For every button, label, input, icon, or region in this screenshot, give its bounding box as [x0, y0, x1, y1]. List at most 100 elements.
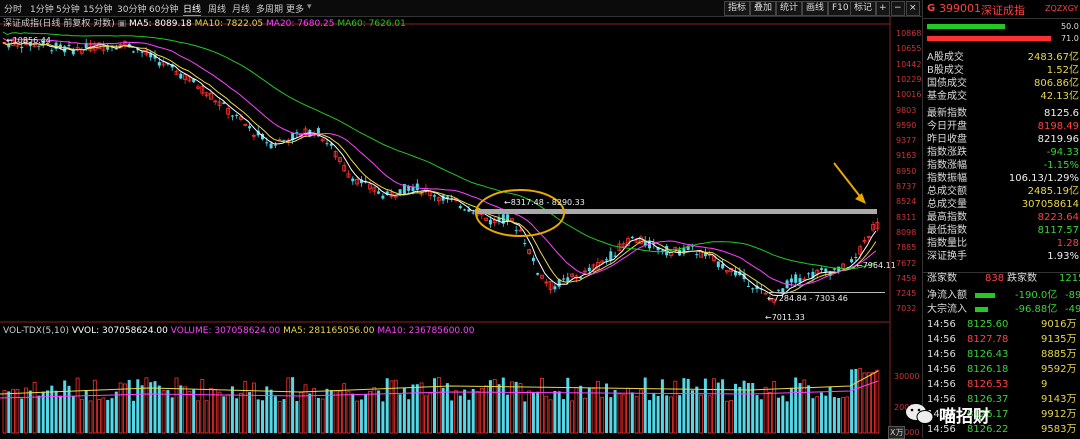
stat-value: -94.33	[1046, 147, 1079, 158]
tab-timeframe-60min[interactable]: 60分钟	[149, 5, 179, 15]
tick-row[interactable]: 14:56 8126.18 9592万	[923, 363, 1080, 376]
candle-body	[725, 270, 729, 273]
candle-body	[273, 144, 277, 146]
volume-unit-badge: X万	[888, 426, 906, 439]
tick-row[interactable]: 14:56 8127.78 9135万	[923, 333, 1080, 346]
statistics-button[interactable]: 统计	[776, 1, 803, 16]
candle-body	[858, 246, 863, 255]
mark-button[interactable]: 标记	[850, 1, 877, 16]
volume-bar	[433, 378, 436, 433]
volume-bar	[450, 400, 454, 433]
index-stat-row: 最低指数 8117.57	[923, 225, 1080, 237]
candle-body	[866, 236, 871, 238]
close-icon[interactable]: ×	[906, 1, 920, 16]
volume-bar	[583, 397, 587, 434]
indicator-button[interactable]: 指标	[724, 1, 751, 16]
volume-bar	[738, 386, 742, 433]
zoom-out-icon[interactable]: −	[891, 1, 905, 16]
candle-body	[850, 259, 854, 263]
volume-bar	[325, 388, 329, 433]
candle-body	[204, 92, 209, 97]
volume-bar	[402, 387, 406, 433]
candle-body	[174, 70, 179, 75]
volume-bar	[192, 389, 196, 433]
tick-price: 8126.22	[967, 424, 1009, 435]
f10-button[interactable]: F10	[828, 1, 853, 16]
tick-row[interactable]: 14:56 8126.43 8885万	[923, 348, 1080, 361]
volume-bar	[20, 398, 24, 433]
zoom-in-icon[interactable]: +	[876, 1, 890, 16]
volume-bar	[488, 380, 492, 433]
volume-bar	[170, 397, 174, 433]
tick-row[interactable]: 14:56 8125.60 9016万	[923, 318, 1080, 331]
tab-timeframe-30min[interactable]: 30分钟	[117, 5, 147, 15]
price-tick: 7672	[896, 258, 917, 268]
tab-timeframe-daily[interactable]: 日线	[183, 2, 202, 16]
index-stat-row: 指数涨跌 -94.33	[923, 147, 1080, 159]
tick-row[interactable]: 14:56 8126.17 9912万	[923, 408, 1080, 421]
tab-timeframe-15min[interactable]: 15分钟	[83, 5, 113, 15]
volume-bar	[643, 377, 647, 433]
draw-line-button[interactable]: 画线	[802, 1, 829, 16]
candle-body	[295, 132, 299, 134]
ratio-value-2: 71.0	[1061, 34, 1079, 43]
candle-body	[114, 47, 118, 50]
tab-timeframe-1min[interactable]: 1分钟	[30, 5, 54, 15]
volume-bar	[381, 401, 385, 433]
volume-bar	[174, 377, 179, 434]
volume-bar	[2, 390, 7, 434]
volume-bar	[802, 379, 807, 434]
price-tick: 7032	[896, 304, 917, 314]
tick-row[interactable]: 14:56 8126.53 9	[923, 378, 1080, 391]
candle-body	[248, 126, 252, 129]
stat-value: 106.13/1.29%	[1008, 173, 1079, 184]
volume-bar	[222, 396, 226, 433]
legend-toggle-icon[interactable]: ▣	[117, 19, 127, 29]
tab-timeframe-monthly[interactable]: 月线	[232, 5, 251, 15]
volume-bar	[729, 399, 734, 434]
candle-body	[265, 142, 269, 144]
candle-body	[170, 64, 174, 68]
tab-timeframe-intraday[interactable]: 分时	[4, 5, 23, 15]
volume-bar	[132, 400, 135, 433]
tick-row[interactable]: 14:56 8126.22 9583万	[923, 423, 1080, 436]
stat-value: 1.28	[1056, 238, 1079, 249]
turnover-label: 基金成交	[927, 91, 967, 102]
volume-bar	[837, 397, 841, 433]
tab-timeframe-5min[interactable]: 5分钟	[56, 5, 80, 15]
volume-bar	[217, 391, 222, 434]
stat-label: 总成交量	[927, 199, 967, 210]
candle-body	[50, 50, 54, 52]
more-dropdown-icon[interactable]: ▾	[307, 2, 312, 12]
tick-price: 8126.17	[967, 409, 1009, 420]
candle-body	[222, 102, 226, 104]
volume-bar	[458, 395, 462, 433]
volume-bar	[617, 393, 622, 434]
volume-bar	[256, 399, 260, 433]
volume-bar	[548, 399, 553, 434]
tick-volume: 9592万	[1041, 364, 1077, 375]
volume-bar	[544, 395, 549, 434]
candle-body	[333, 151, 338, 158]
tick-time: 14:56	[927, 319, 956, 330]
tick-price: 8126.53	[967, 379, 1009, 390]
volume-bar	[820, 392, 823, 433]
volume-bar	[751, 383, 755, 433]
tab-timeframe-weekly[interactable]: 周线	[208, 5, 227, 15]
overlay-button[interactable]: 叠加	[750, 1, 777, 16]
candle-body	[402, 184, 406, 194]
tick-row[interactable]: 14:56 8126.37 9143万	[923, 393, 1080, 406]
candle-body	[630, 236, 634, 239]
volume-bar	[377, 390, 381, 433]
kline-chart[interactable]: 深证成指(日线 前复权 对数) ▣ MA5: 8089.18 MA10: 782…	[0, 16, 922, 439]
tab-timeframe-multi[interactable]: 多周期	[256, 5, 284, 15]
chart-legend: 深证成指(日线 前复权 对数) ▣ MA5: 8089.18 MA10: 782…	[3, 16, 406, 29]
flow-label: 大宗流入	[927, 304, 967, 315]
volume-bar	[166, 390, 170, 433]
tab-timeframe-more[interactable]: 更多	[286, 5, 305, 15]
candle-body	[132, 51, 135, 53]
candle-body	[579, 277, 583, 279]
candle-body	[820, 268, 823, 270]
tick-volume: 9912万	[1041, 409, 1077, 420]
volume-bar	[707, 395, 712, 434]
